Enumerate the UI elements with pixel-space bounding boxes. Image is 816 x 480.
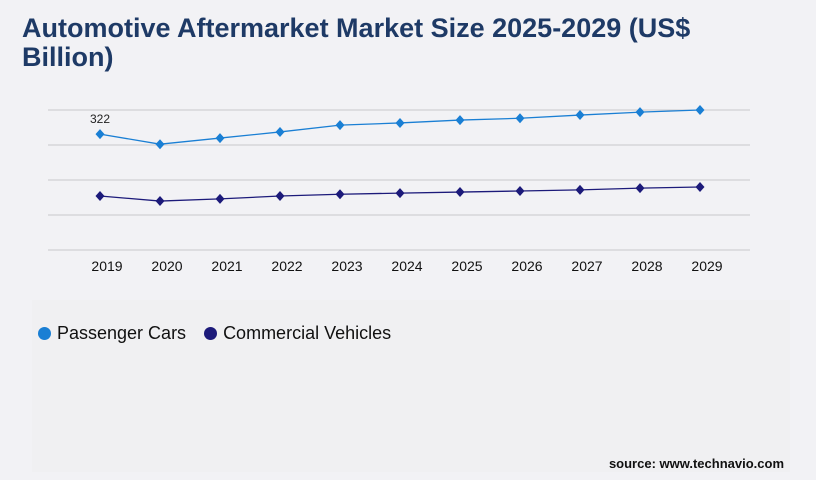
- legend-item-commercial-vehicles[interactable]: Commercial Vehicles: [204, 323, 391, 344]
- source-text: source: www.technavio.com: [608, 456, 784, 471]
- data-point: [335, 189, 345, 200]
- data-point: [695, 182, 705, 193]
- legend-label: Passenger Cars: [57, 323, 187, 343]
- data-point: [395, 188, 405, 199]
- x-tick-label: 2024: [391, 258, 422, 274]
- x-tick-label: 2022: [271, 258, 302, 274]
- x-tick-label: 2026: [511, 258, 542, 274]
- legend-marker-icon: [204, 327, 218, 340]
- data-point: [575, 184, 585, 195]
- legend: Passenger Cars Commercial Vehicles: [38, 323, 391, 344]
- x-tick-label: 2027: [571, 258, 602, 274]
- data-point: [635, 183, 645, 194]
- data-point: [95, 191, 105, 202]
- legend-label: Commercial Vehicles: [223, 323, 392, 343]
- data-point: [275, 126, 285, 137]
- data-point: [515, 185, 525, 196]
- legend-marker-icon: [38, 327, 51, 340]
- chart-title: Automotive Aftermarket Market Size 2025-…: [22, 13, 691, 72]
- data-point: [395, 117, 405, 128]
- x-tick-label: 2020: [151, 258, 182, 274]
- data-label: 322: [90, 112, 110, 126]
- x-tick-label: 2019: [91, 258, 122, 274]
- data-point: [155, 139, 165, 150]
- data-point: [155, 196, 165, 207]
- data-point: [695, 105, 705, 115]
- x-tick-label: 2029: [691, 258, 722, 274]
- data-point: [455, 115, 465, 126]
- data-point: [635, 107, 645, 118]
- data-point: [95, 129, 105, 140]
- x-tick-label: 2025: [451, 258, 482, 274]
- data-point: [215, 133, 225, 144]
- x-tick-label: 2028: [631, 258, 662, 274]
- data-point: [215, 193, 225, 204]
- data-point: [275, 191, 285, 202]
- data-point: [575, 110, 585, 121]
- legend-item-passenger-cars[interactable]: Passenger Cars: [38, 323, 186, 344]
- line-chart: 2019 2020 2021 2022 2023 2024 2025 2026 2027 2028…: [48, 105, 750, 274]
- x-tick-label: 2021: [211, 258, 242, 274]
- data-point: [455, 187, 465, 198]
- legend-panel: [32, 300, 790, 472]
- data-point: [515, 113, 525, 124]
- data-point: [335, 120, 345, 131]
- x-tick-label: 2023: [331, 258, 362, 274]
